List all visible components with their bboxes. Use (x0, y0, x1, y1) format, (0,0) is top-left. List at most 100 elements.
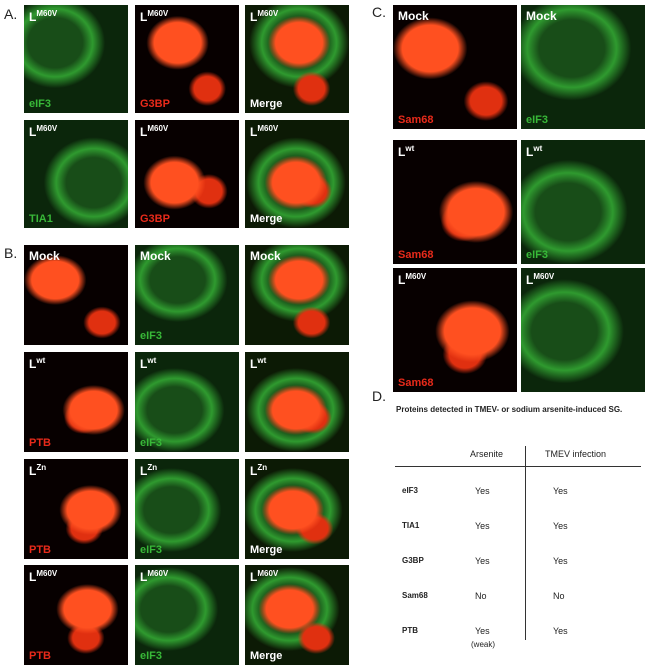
panel-label: A. (4, 6, 18, 22)
title-text: Mock (250, 249, 281, 263)
row-label: Sam68 (402, 591, 428, 600)
title-text: L (140, 464, 148, 478)
title-superscript: M60V (533, 272, 555, 281)
panel-label: D. (372, 388, 386, 404)
title-text: L (526, 145, 534, 159)
micrograph: Mock eIF3 (521, 5, 645, 129)
channel-caption: eIF3 (140, 650, 163, 662)
title-superscript: M60V (147, 124, 169, 133)
cell: Yes (475, 521, 490, 531)
image-title: LM60V (29, 569, 57, 584)
title-superscript: M60V (147, 569, 169, 578)
panel-label: C. (372, 4, 386, 20)
image-title: LM60V (29, 9, 57, 24)
channel-caption: eIF3 (526, 114, 549, 126)
title-superscript: Zn (147, 463, 158, 472)
cell: No (475, 591, 487, 601)
micrograph: Lwt Sam68 (393, 140, 517, 264)
channel-caption: G3BP (140, 98, 170, 110)
title-text: Mock (29, 249, 60, 263)
title-superscript: wt (147, 356, 157, 365)
title-text: L (250, 125, 258, 139)
image-title: LM60V (250, 569, 278, 584)
title-text: L (29, 10, 37, 24)
channel-caption: eIF3 (140, 544, 163, 556)
title-superscript: wt (533, 144, 543, 153)
image-title: LM60V (250, 9, 278, 24)
title-text: Mock (140, 249, 171, 263)
table-title: Proteins detected in TMEV- or sodium ars… (396, 405, 623, 414)
micrograph: Lwt (245, 352, 349, 452)
panel-label: B. (4, 245, 18, 261)
channel-caption: Merge (250, 650, 283, 662)
column-header: TMEV infection (545, 449, 607, 459)
row-label: PTB (402, 626, 418, 635)
channel-caption: Merge (250, 98, 283, 110)
image-title: Mock (526, 9, 557, 23)
image-title: Mock (398, 9, 429, 23)
channel-caption: PTB (29, 544, 51, 556)
micrograph: LM60V eIF3 (24, 5, 128, 113)
micrograph: Mock (24, 245, 128, 345)
title-superscript: wt (36, 356, 46, 365)
cell: Yes (553, 556, 568, 566)
micrograph: LM60V Merge (245, 565, 349, 665)
title-text: L (29, 125, 37, 139)
micrograph: Mock (245, 245, 349, 345)
title-text: L (398, 273, 406, 287)
title-superscript: M60V (36, 9, 58, 18)
cell: Yes (475, 556, 490, 566)
title-text: L (29, 570, 37, 584)
micrograph: Mock Sam68 (393, 5, 517, 129)
micrograph: LZn eIF3 (135, 459, 239, 559)
image-title: Lwt (140, 356, 156, 371)
channel-caption: Merge (250, 213, 283, 225)
cell-note: (weak) (471, 640, 496, 649)
image-title: LM60V (140, 9, 168, 24)
title-text: L (140, 125, 148, 139)
channel-caption: G3BP (140, 213, 170, 225)
row-label: G3BP (402, 556, 424, 565)
title-text: L (526, 273, 534, 287)
image-title: Mock (29, 249, 60, 263)
title-superscript: Zn (36, 463, 47, 472)
title-superscript: wt (257, 356, 267, 365)
channel-caption: Sam68 (398, 377, 434, 389)
title-superscript: M60V (257, 569, 279, 578)
image-title: Lwt (29, 356, 45, 371)
image-title: Mock (140, 249, 171, 263)
title-superscript: M60V (147, 9, 169, 18)
micrograph: LM60V G3BP (135, 120, 239, 228)
title-text: Mock (526, 9, 557, 23)
channel-caption: eIF3 (140, 437, 163, 449)
image-title: LM60V (29, 124, 57, 139)
title-text: L (29, 464, 37, 478)
title-superscript: M60V (405, 272, 427, 281)
micrograph: LM60V (521, 268, 645, 392)
table-rule (525, 446, 526, 640)
image-title: Lwt (398, 144, 414, 159)
image-title: LM60V (140, 569, 168, 584)
title-text: L (29, 357, 37, 371)
cell: No (553, 591, 565, 601)
cell: Yes (475, 626, 490, 636)
channel-caption: eIF3 (29, 98, 52, 110)
micrograph: Lwt eIF3 (135, 352, 239, 452)
title-superscript: wt (405, 144, 415, 153)
column-header: Arsenite (470, 449, 504, 459)
channel-caption: eIF3 (526, 249, 549, 261)
micrograph: LM60V Merge (245, 5, 349, 113)
cell: Yes (553, 486, 568, 496)
micrograph: LM60V TIA1 (24, 120, 128, 228)
title-text: L (250, 464, 258, 478)
micrograph: Lwt eIF3 (521, 140, 645, 264)
image-title: LZn (29, 463, 46, 478)
image-title: LZn (250, 463, 267, 478)
image-title: Lwt (526, 144, 542, 159)
title-superscript: M60V (36, 124, 58, 133)
cell: Yes (553, 626, 568, 636)
cell: Yes (475, 486, 490, 496)
image-title: LM60V (398, 272, 426, 287)
channel-caption: TIA1 (29, 213, 53, 225)
